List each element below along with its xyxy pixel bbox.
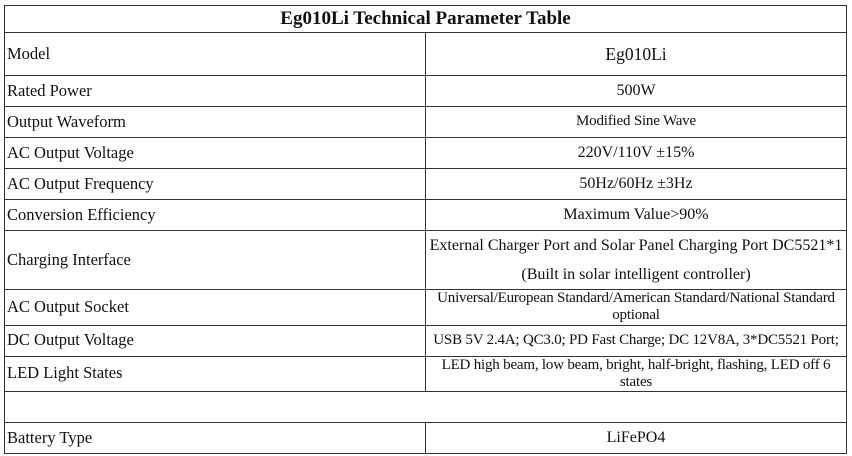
table-row-led-light-states: LED Light States LED high beam, low beam…	[4, 355, 847, 392]
param-value-output-waveform: Modified Sine Wave	[425, 106, 847, 138]
table-row-empty	[4, 391, 847, 423]
param-value-dc-output-voltage: USB 5V 2.4A; QC3.0; PD Fast Charge; DC 1…	[425, 324, 847, 357]
param-label-output-waveform: Output Waveform	[4, 106, 426, 138]
parameter-sheet: Eg010Li Technical Parameter Table Model …	[4, 5, 847, 454]
param-label-charging-interface: Charging Interface	[4, 230, 426, 290]
param-label-battery-type: Battery Type	[4, 422, 426, 454]
table-row-dc-output-voltage: DC Output Voltage USB 5V 2.4A; QC3.0; PD…	[4, 324, 847, 357]
param-value-ac-output-voltage: 220V/110V ±15%	[425, 137, 847, 169]
param-label-rated-power: Rated Power	[4, 75, 426, 107]
table-row-ac-output-frequency: AC Output Frequency 50Hz/60Hz ±3Hz	[4, 168, 847, 200]
table-row-charging-interface: Charging Interface External Charger Port…	[4, 230, 847, 290]
charging-interface-line-2: (Built in solar intelligent controller)	[521, 266, 751, 283]
table-title: Eg010Li Technical Parameter Table	[4, 5, 847, 33]
param-value-conversion-efficiency: Maximum Value>90%	[425, 199, 847, 231]
table-row-rated-power: Rated Power 500W	[4, 75, 847, 107]
technical-parameter-table: Eg010Li Technical Parameter Table Model …	[4, 5, 847, 454]
table-row-battery-type: Battery Type LiFePO4	[4, 422, 847, 454]
param-value-battery-type: LiFePO4	[425, 422, 847, 454]
param-label-led-light-states: LED Light States	[4, 355, 426, 392]
param-value-ac-output-socket: Universal/European Standard/American Sta…	[425, 289, 847, 326]
table-row-output-waveform: Output Waveform Modified Sine Wave	[4, 106, 847, 138]
param-value-charging-interface: External Charger Port and Solar Panel Ch…	[425, 230, 847, 290]
param-value-ac-output-frequency: 50Hz/60Hz ±3Hz	[425, 168, 847, 200]
param-label-ac-output-voltage: AC Output Voltage	[4, 137, 426, 169]
table-row-model: Model Eg010Li	[4, 32, 847, 76]
param-label-dc-output-voltage: DC Output Voltage	[4, 324, 426, 357]
param-value-rated-power: 500W	[425, 75, 847, 107]
param-label-conversion-efficiency: Conversion Efficiency	[4, 199, 426, 231]
param-label-model: Model	[4, 32, 426, 76]
table-row-ac-output-socket: AC Output Socket Universal/European Stan…	[4, 289, 847, 326]
charging-interface-line-1: External Charger Port and Solar Panel Ch…	[429, 237, 843, 254]
param-label-ac-output-socket: AC Output Socket	[4, 289, 426, 326]
param-value-model: Eg010Li	[425, 32, 847, 76]
empty-row-cell	[4, 391, 847, 423]
param-label-ac-output-frequency: AC Output Frequency	[4, 168, 426, 200]
param-value-led-light-states: LED high beam, low beam, bright, half-br…	[425, 355, 847, 392]
table-title-row: Eg010Li Technical Parameter Table	[4, 5, 847, 33]
table-row-ac-output-voltage: AC Output Voltage 220V/110V ±15%	[4, 137, 847, 169]
table-row-conversion-efficiency: Conversion Efficiency Maximum Value>90%	[4, 199, 847, 231]
